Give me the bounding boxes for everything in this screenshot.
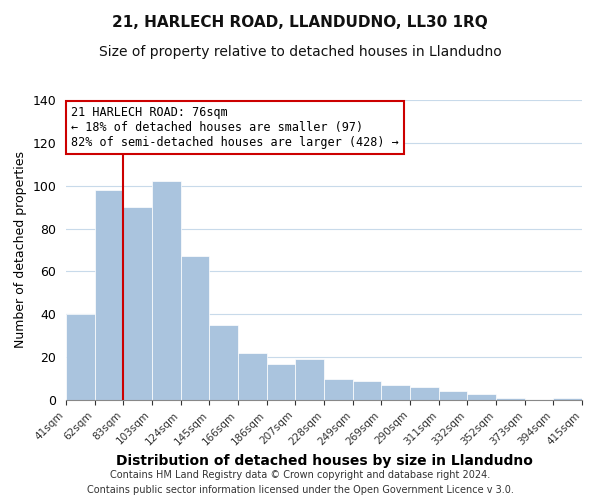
Bar	[496, 398, 524, 400]
Bar	[410, 387, 439, 400]
Text: 21 HARLECH ROAD: 76sqm
← 18% of detached houses are smaller (97)
82% of semi-det: 21 HARLECH ROAD: 76sqm ← 18% of detached…	[71, 106, 399, 149]
Bar	[553, 398, 582, 400]
Text: 21, HARLECH ROAD, LLANDUDNO, LL30 1RQ: 21, HARLECH ROAD, LLANDUDNO, LL30 1RQ	[112, 15, 488, 30]
Bar	[295, 360, 324, 400]
Bar	[181, 256, 209, 400]
Bar	[209, 325, 238, 400]
X-axis label: Distribution of detached houses by size in Llandudno: Distribution of detached houses by size …	[116, 454, 532, 468]
Bar	[238, 353, 266, 400]
Bar	[124, 207, 152, 400]
Bar	[324, 378, 353, 400]
Text: Size of property relative to detached houses in Llandudno: Size of property relative to detached ho…	[98, 45, 502, 59]
Bar	[439, 392, 467, 400]
Bar	[152, 182, 181, 400]
Text: Contains HM Land Registry data © Crown copyright and database right 2024.: Contains HM Land Registry data © Crown c…	[110, 470, 490, 480]
Bar	[266, 364, 295, 400]
Bar	[66, 314, 95, 400]
Bar	[382, 385, 410, 400]
Y-axis label: Number of detached properties: Number of detached properties	[14, 152, 27, 348]
Bar	[95, 190, 124, 400]
Text: Contains public sector information licensed under the Open Government Licence v : Contains public sector information licen…	[86, 485, 514, 495]
Bar	[353, 380, 382, 400]
Bar	[467, 394, 496, 400]
